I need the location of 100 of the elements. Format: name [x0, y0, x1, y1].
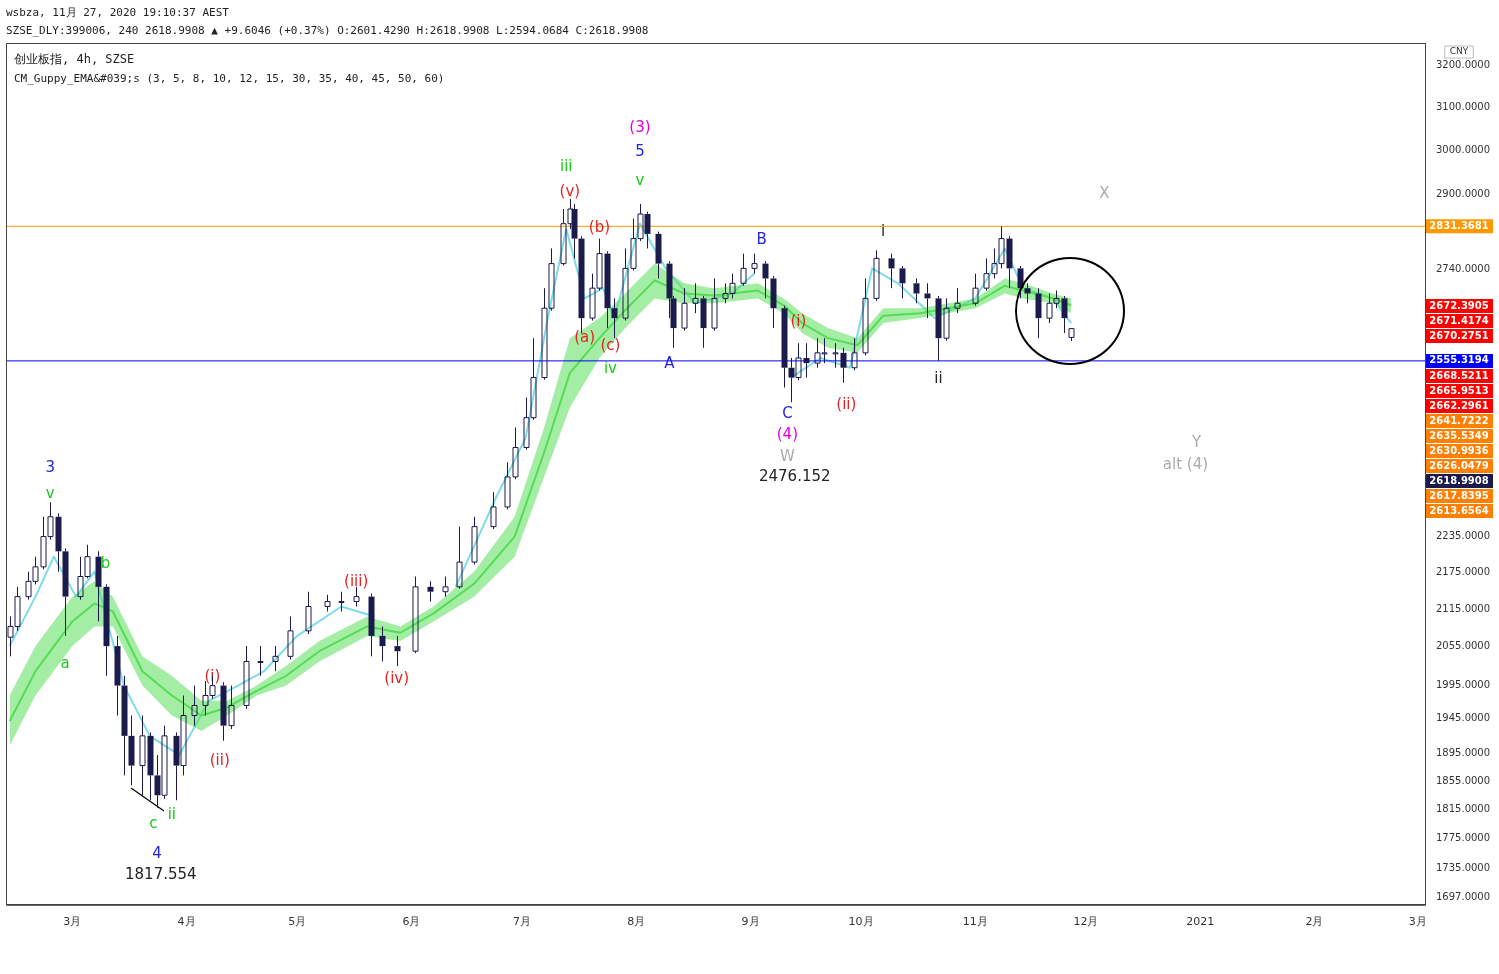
y-tick-label: 1895.0000: [1436, 746, 1491, 758]
annotation: iii: [559, 156, 573, 175]
annotation: (ii): [209, 750, 230, 769]
annotation: i: [881, 221, 886, 240]
candlestick: [1061, 295, 1068, 334]
text: 2672.3905: [1429, 299, 1489, 311]
y-tick-label: 2175.0000: [1436, 565, 1491, 577]
x-tick-label: 7月: [513, 915, 531, 929]
text: 2668.5211: [1429, 369, 1489, 381]
candlestick: [147, 731, 154, 801]
candlestick: [272, 645, 279, 672]
text: 2641.7222: [1429, 414, 1489, 426]
candlestick: [257, 645, 264, 677]
y-tick-label: 3100.0000: [1436, 101, 1491, 112]
candlestick: [1035, 287, 1042, 339]
y-tick-label: 2115.0000: [1436, 602, 1491, 614]
x-tick-label: 3月: [1408, 915, 1427, 929]
annotation: iv: [603, 358, 618, 377]
candlestick: [913, 277, 920, 304]
annotation: C: [782, 403, 793, 422]
candlestick: [1006, 235, 1013, 289]
text: 2635.5349: [1429, 429, 1489, 441]
y-tick-label: 1995.0000: [1436, 679, 1491, 691]
candlestick: [1024, 282, 1031, 304]
annotation: (a): [574, 327, 596, 346]
annotation: 5: [635, 141, 645, 160]
annotation: a: [60, 653, 70, 672]
candlestick: [571, 203, 578, 259]
candlestick: [368, 593, 375, 657]
candlestick: [611, 297, 618, 339]
y-tick-label: 1735.0000: [1436, 862, 1491, 874]
candlestick: [128, 715, 135, 786]
annotation: (iii): [344, 571, 369, 590]
text: CNY: [1449, 46, 1469, 57]
annotation: b: [100, 553, 111, 572]
candlestick: [62, 547, 69, 637]
candlestick: [840, 347, 847, 384]
candlestick: [191, 685, 198, 727]
candlestick: [114, 635, 121, 717]
x-tick-label: 10月: [848, 915, 874, 929]
annotation: 4: [152, 843, 162, 862]
annotation: Y: [1190, 432, 1202, 451]
x-tick-label: 11月: [962, 915, 988, 929]
annotation: 2476.152: [758, 466, 831, 485]
annotation: ii: [934, 368, 943, 387]
candlestick: [394, 635, 401, 667]
text: 2626.0479: [1429, 459, 1489, 471]
y-tick-label: 2055.0000: [1436, 640, 1491, 652]
candlestick: [379, 625, 386, 662]
candlestick: [655, 231, 662, 279]
annotation: v: [635, 170, 645, 189]
candlestick: [121, 675, 128, 776]
ref-line-label: 2555.3194: [1429, 354, 1489, 366]
candlestick: [427, 580, 434, 603]
candlestick: [604, 250, 611, 329]
annotation: c: [149, 813, 158, 832]
candlestick: [851, 337, 858, 371]
candlestick: [95, 550, 102, 622]
annotation: (c): [600, 335, 621, 354]
annotation: X: [1099, 183, 1110, 202]
text: 创业板指, 4h, SZSE: [14, 52, 135, 67]
x-tick-label: 5月: [288, 915, 307, 929]
annotation: W: [779, 446, 795, 465]
x-tick-label: 9月: [741, 915, 760, 929]
annotation: (iv): [384, 668, 410, 687]
candlestick: [770, 275, 777, 329]
y-tick-label: 1855.0000: [1436, 774, 1491, 786]
candlestick: [762, 260, 769, 299]
annotation: (4): [776, 424, 798, 443]
candlestick: [873, 249, 880, 302]
y-tick-label: 2235.0000: [1436, 530, 1491, 542]
candlestick: [899, 265, 906, 299]
y-tick-label: 3000.0000: [1436, 144, 1491, 156]
text: 2670.2751: [1429, 329, 1489, 341]
x-tick-label: 4月: [177, 915, 196, 929]
candlestick: [442, 576, 449, 598]
y-tick-label: 1945.0000: [1436, 712, 1491, 724]
x-tick-label: 2月: [1305, 915, 1324, 929]
annotation: (i): [790, 311, 807, 330]
text: 2665.9513: [1429, 384, 1489, 396]
text: 2617.8395: [1429, 489, 1489, 501]
candlestick: [888, 253, 895, 289]
candlestick: [338, 591, 345, 612]
candlestick: [781, 305, 788, 388]
x-tick-label: 8月: [627, 915, 646, 929]
candlestick: [55, 512, 62, 573]
y-tick-label: 1815.0000: [1436, 803, 1491, 815]
text: 2630.9936: [1429, 444, 1489, 456]
candlestick: [803, 342, 810, 379]
text: wsbza, 11月 27, 2020 19:10:37 AEST: [6, 5, 230, 19]
y-tick-label: 2900.0000: [1436, 188, 1491, 200]
candlestick: [954, 287, 961, 314]
text: 2618.9908: [1429, 474, 1489, 486]
y-tick-label: 1697.0000: [1436, 891, 1491, 903]
candlestick: [700, 295, 707, 349]
annotation: B: [756, 229, 767, 248]
candlestick: [751, 253, 758, 275]
text: 2671.4174: [1429, 314, 1489, 326]
text: 2613.6564: [1429, 504, 1489, 516]
x-tick-label: 6月: [402, 915, 421, 929]
